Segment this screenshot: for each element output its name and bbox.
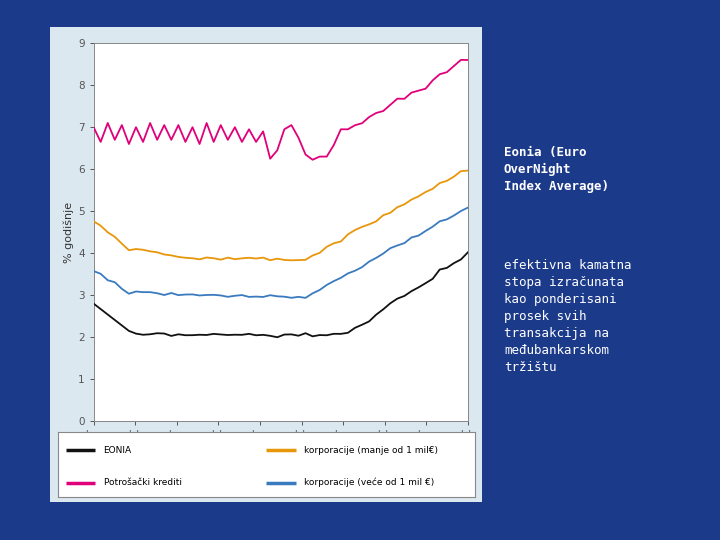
Text: Eonia (Euro
OverNight
Index Average): Eonia (Euro OverNight Index Average)	[504, 146, 609, 193]
Y-axis label: % godišnje: % godišnje	[63, 201, 73, 263]
Text: korporacije (veće od 1 mil €): korporacije (veće od 1 mil €)	[304, 478, 434, 487]
Text: Potrošački krediti: Potrošački krediti	[104, 478, 181, 487]
Text: efektivna kamatna
stopa izračunata
kao ponderisani
prosek svih
transakcija na
me: efektivna kamatna stopa izračunata kao p…	[504, 259, 631, 374]
Text: korporacije (manje od 1 mil€): korporacije (manje od 1 mil€)	[304, 446, 438, 455]
Text: EONIA: EONIA	[104, 446, 132, 455]
